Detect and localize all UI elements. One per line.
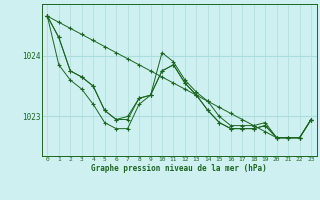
X-axis label: Graphe pression niveau de la mer (hPa): Graphe pression niveau de la mer (hPa) [91,164,267,173]
